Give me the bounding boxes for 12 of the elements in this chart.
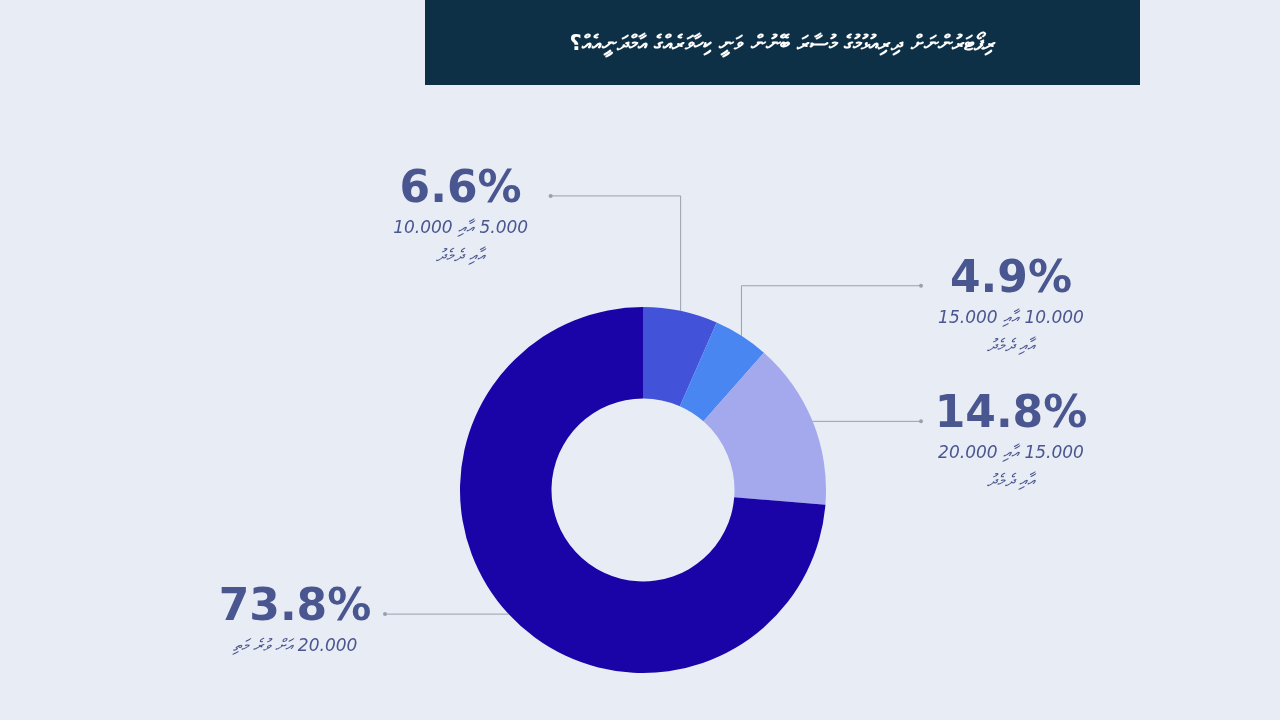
data-label: 6.6% (398, 160, 523, 213)
slice-label: 20.000 އަށް ވުރެ މަތި (231, 634, 359, 658)
data-label: 14.8% (933, 386, 1089, 439)
data-label: 4.9% (949, 250, 1073, 303)
slice-label: 15.000 އާއި 20.000 އާއި ދެމެދު (937, 441, 1085, 493)
donut-slice (703, 352, 826, 505)
data-label: 73.8% (217, 579, 373, 632)
slice-label: 10.000 އާއި 15.000 އާއި ދެމެދު (937, 305, 1085, 357)
donut-slice (460, 307, 826, 673)
donut-slice (643, 307, 717, 407)
donut-slice (679, 322, 764, 422)
slice-label: 5.000 އާއި 10.000 އާއި ދެމެދު (392, 215, 530, 267)
